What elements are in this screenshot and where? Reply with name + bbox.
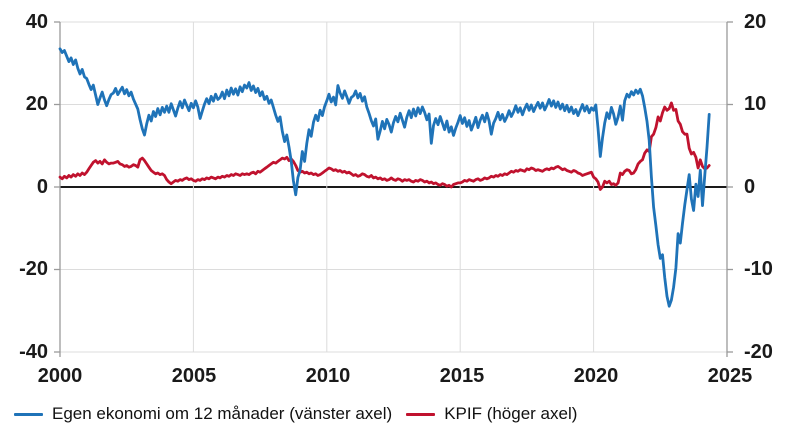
right-axis-label-20: 20 (744, 11, 767, 33)
x-axis-label-2005: 2005 (171, 365, 217, 387)
x-axis-label-2020: 2020 (573, 365, 619, 387)
legend-item-egen-ekonomi: Egen ekonomi om 12 månader (vänster axel… (14, 404, 392, 424)
legend-line-sample-blue (14, 412, 43, 416)
left-axis-label-20: 20 (25, 93, 48, 115)
left-axis-label-0: 0 (36, 176, 48, 198)
legend-label-egen-ekonomi: Egen ekonomi om 12 månader (vänster axel… (52, 404, 393, 423)
left-axis-label-40: 40 (25, 11, 48, 33)
x-axis-label-2025: 2025 (707, 365, 753, 387)
series-line-kpif (58, 101, 711, 191)
legend-line-sample-red (406, 412, 436, 416)
x-axis-label-2015: 2015 (439, 365, 485, 387)
series-line-egen-ekonomi (58, 47, 711, 308)
x-axis-label-2000: 2000 (37, 365, 83, 387)
left-axis-label-m20: -20 (19, 258, 48, 280)
right-axis-label-m20: -20 (744, 341, 773, 363)
x-axis-label-2010: 2010 (305, 365, 351, 387)
left-axis-label-m40: -40 (19, 341, 48, 363)
right-axis-label-0: 0 (744, 176, 756, 198)
right-axis-label-10: 10 (744, 93, 767, 115)
legend-item-kpif: KPIF (höger axel) (406, 404, 577, 424)
right-axis-label-m10: -10 (744, 258, 773, 280)
legend: Egen ekonomi om 12 månader (vänster axel… (14, 404, 577, 424)
plot-area (54, 21, 733, 357)
legend-label-kpif: KPIF (höger axel) (444, 404, 578, 423)
